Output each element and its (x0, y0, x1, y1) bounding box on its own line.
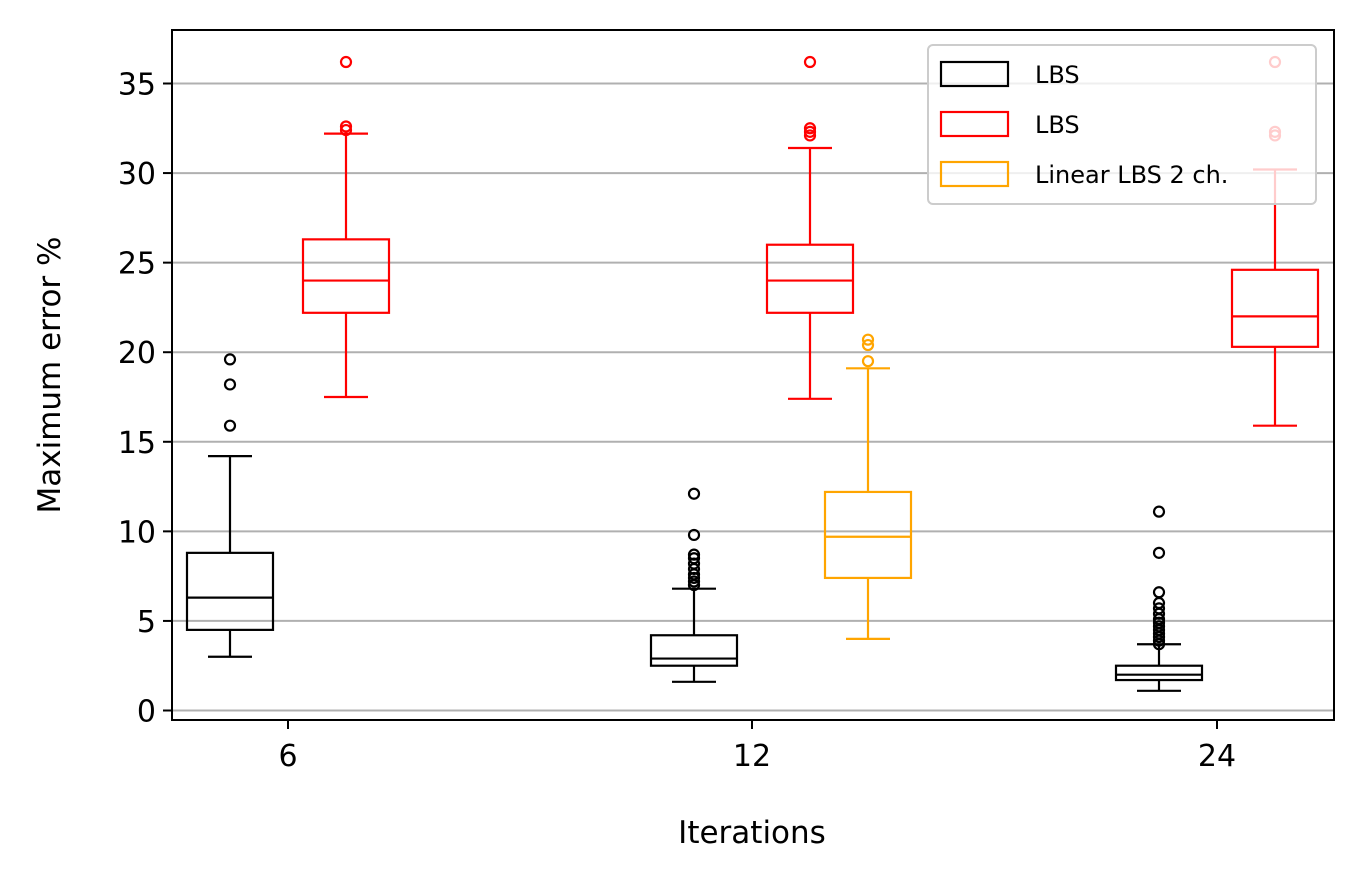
outlier-point (687, 528, 701, 542)
outlier-point (1152, 620, 1166, 633)
outlier-point (339, 55, 353, 69)
x-tick-label: 24 (1198, 739, 1236, 774)
legend-swatch (939, 160, 1010, 188)
outlier-point (1152, 505, 1166, 518)
outlier-point (339, 120, 353, 133)
outlier-point (861, 333, 875, 346)
y-tick-label: 20 (118, 336, 156, 371)
outlier-point (687, 548, 701, 561)
x-tick-label: 12 (733, 739, 771, 774)
outlier-point (223, 378, 237, 391)
box-plot-item (649, 487, 739, 683)
iqr-box (301, 238, 391, 314)
x-axis-title: Iterations (678, 815, 826, 851)
box-plot-item (765, 55, 855, 400)
iqr-box (765, 243, 855, 314)
outlier-point (223, 419, 237, 432)
y-tick-label: 30 (118, 157, 156, 192)
outlier-point (803, 55, 817, 69)
outlier-point (861, 355, 875, 368)
outlier-point (223, 353, 237, 366)
legend: LBS LBS Linear LBS 2 ch. (927, 44, 1317, 205)
series-0-boxes (185, 353, 1204, 692)
iqr-box (1114, 664, 1204, 682)
outlier-point (1152, 602, 1166, 615)
legend-frame (927, 44, 1317, 205)
outlier-point (861, 338, 875, 352)
legend-label: LBS (1035, 111, 1080, 139)
outlier-point (803, 122, 817, 135)
y-tick-label: 35 (118, 68, 156, 103)
outlier-point (339, 123, 353, 137)
y-axis-title: Maximum error % (32, 237, 68, 514)
iqr-box (1230, 268, 1320, 348)
x-tick-label: 6 (278, 739, 297, 774)
iqr-box (823, 490, 913, 580)
y-tick-label: 5 (137, 605, 156, 640)
legend-label: LBS (1035, 61, 1080, 89)
box-plot-item (1114, 505, 1204, 692)
box-series-layer (185, 55, 1320, 692)
y-tick-label: 15 (118, 426, 156, 461)
outlier-point (687, 552, 701, 565)
y-axis: 0 5 10 15 20 25 30 35 (118, 68, 172, 730)
iqr-box (649, 634, 739, 667)
outlier-point (1152, 546, 1166, 559)
box-plot-item (823, 333, 913, 640)
legend-swatch (939, 60, 1010, 88)
box-plot-item (185, 353, 275, 658)
outlier-point (803, 129, 817, 142)
y-tick-label: 0 (137, 695, 156, 730)
series-2-boxes (823, 333, 913, 640)
y-tick-label: 10 (118, 515, 156, 550)
outlier-point (1152, 586, 1166, 599)
legend-swatch (939, 110, 1010, 138)
y-tick-label: 25 (118, 247, 156, 282)
outlier-point (687, 487, 701, 500)
iqr-box (185, 551, 275, 631)
box-plot-item (301, 55, 391, 399)
outlier-point (687, 575, 701, 588)
legend-label: Linear LBS 2 ch. (1035, 161, 1228, 189)
x-axis: 6 12 24 (278, 720, 1236, 774)
outlier-point (803, 125, 817, 138)
